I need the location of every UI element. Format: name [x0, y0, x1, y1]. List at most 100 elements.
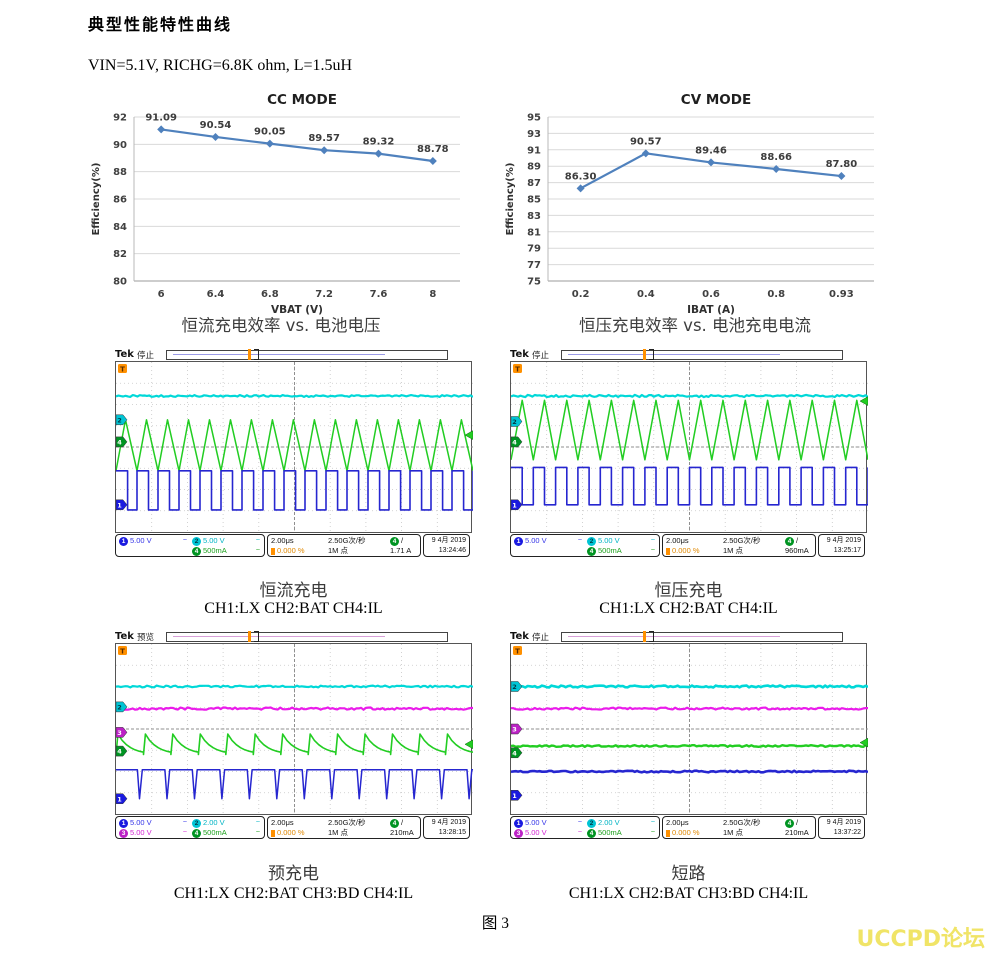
ch2-scale-readout: 2 5.00 V ~	[587, 536, 656, 546]
horizontal-position-value: 0.000 %	[672, 546, 700, 555]
scope-readouts: 1 5.00 V ~2 5.00 V ~4 500mA ~2.00μs 2.50G次/秒 4/0…	[115, 534, 472, 557]
ch4-coupling-icon: ~	[255, 829, 260, 836]
acquisition-status: 停止	[531, 631, 549, 642]
ch4-scale-value: 500mA	[598, 828, 622, 837]
ch4-ground-marker-icon	[116, 745, 128, 757]
svg-text:86.30: 86.30	[565, 171, 597, 182]
ch1-scale-value: 5.00 V	[525, 818, 547, 827]
expansion-bracket-icon	[254, 630, 260, 642]
trigger-slope-icon: /	[796, 818, 799, 827]
horizontal-position-readout: 0.000 %	[666, 546, 723, 556]
svg-text:T: T	[120, 647, 125, 655]
trigger-ch-badge-icon: 4	[785, 536, 794, 546]
waveform-display: T 2 4 1	[116, 362, 473, 532]
horizontal-position-value: 0.000 %	[277, 546, 305, 555]
trigger-flag-icon	[513, 364, 522, 373]
waveform-ch4	[511, 743, 868, 749]
scope-cv-charging: Tek 停止 T 2 4 1 1 5.00 V ~2 5.00 V ~4 500mA ~2.00μs 2.…	[510, 348, 868, 557]
channels-pre-charging: CH1:LX CH2:BAT CH3:BD CH4:IL	[173, 885, 414, 902]
ch2-coupling-icon: ~	[255, 819, 260, 826]
ch4-badge-icon: 4	[192, 828, 201, 838]
svg-text:87: 87	[527, 178, 541, 189]
ch4-scale-readout: 4 500mA ~	[587, 828, 656, 838]
ch1-coupling-icon: ~	[182, 819, 187, 826]
channels-cv-charging: CH1:LX CH2:BAT CH4:IL	[599, 600, 778, 617]
acquisition-record-line	[172, 635, 386, 637]
cc-mode-chart: CC MODE 80 82 84 86 88 90 92 6 6.4 6.8 7.2 7.6 8 VBAT…	[86, 92, 476, 322]
tek-logo: Tek	[115, 349, 134, 360]
ch1-ground-marker-icon	[116, 499, 128, 511]
datetime-readout: 9 4月 2019 13:25:17	[818, 534, 865, 557]
timebase-readout: 2.00μs	[666, 818, 689, 827]
trigger-slope-icon: /	[401, 536, 404, 545]
ch1-scale-readout: 1 5.00 V ~	[119, 818, 188, 828]
acquisition-bar	[560, 348, 843, 360]
svg-text:3: 3	[512, 726, 517, 734]
ch1-ground-marker-icon	[116, 793, 128, 804]
sample-rate-readout: 2.50G次/秒	[723, 818, 761, 827]
trigger-position-marker-icon	[643, 630, 647, 642]
ch1-scale-readout: 1 5.00 V ~	[514, 536, 583, 546]
time-readout: 13:25:17	[833, 547, 861, 554]
waveform-ch1	[511, 769, 868, 774]
svg-text:Efficiency(%): Efficiency(%)	[505, 163, 516, 236]
cv-mode-chart: CV MODE 75 77 79 81 83 85 87 89 91 93 95 0.2 0.4 0.6 0…	[500, 92, 890, 322]
svg-text:87.80: 87.80	[826, 159, 858, 170]
svg-text:4: 4	[512, 439, 517, 447]
ch3-badge-icon: 3	[119, 828, 128, 838]
ch3-ground-marker-icon	[511, 723, 523, 735]
channel-readouts: 1 5.00 V ~2 5.00 V ~4 500mA ~	[115, 534, 265, 557]
svg-text:82: 82	[113, 249, 127, 260]
svg-text:T: T	[120, 365, 125, 373]
time-readout: 13:37:22	[833, 829, 861, 836]
cc-mode-plot: 80 82 84 86 88 90 92 6 6.4 6.8 7.2 7.6 8 VBAT (V) Effi…	[91, 112, 460, 316]
ch3-scale-value: 5.00 V	[525, 828, 547, 837]
ch2-scale-value: 5.00 V	[203, 536, 225, 545]
waveform-ch1	[511, 466, 868, 506]
horizontal-position-value: 0.000 %	[672, 828, 700, 837]
trigger-level-readout: 210mA	[785, 828, 809, 837]
svg-text:88: 88	[113, 167, 127, 178]
ch4-ground-marker-icon	[511, 436, 523, 448]
svg-text:93: 93	[527, 129, 541, 140]
datetime-readout: 9 4月 2019 13:37:22	[818, 816, 865, 839]
acquisition-record-line	[172, 353, 386, 355]
ch4-ground-marker-icon	[511, 747, 523, 759]
svg-text:T: T	[515, 647, 520, 655]
svg-text:83: 83	[527, 211, 541, 222]
ch2-scale-value: 5.00 V	[598, 536, 620, 545]
svg-text:95: 95	[527, 113, 541, 124]
trigger-ch-badge-icon: 4	[785, 818, 794, 828]
ch2-scale-readout: 2 2.00 V ~	[192, 818, 261, 828]
acquisition-bar	[165, 630, 448, 642]
ch1-ground-marker-icon	[511, 790, 523, 801]
ch1-scale-value: 5.00 V	[525, 536, 547, 545]
ch3-scale-readout: 3 5.00 V ~	[119, 828, 188, 838]
svg-text:4: 4	[512, 749, 517, 757]
trigger-level-arrow-icon	[464, 430, 473, 440]
ch4-scale-value: 500mA	[598, 546, 622, 555]
record-length-readout: 1M 点	[328, 546, 349, 555]
scope-cc-charging: Tek 停止 T 2 4 1 1 5.00 V ~2 5.00 V ~4 500mA ~2.00μs 2.…	[115, 348, 473, 557]
date-readout: 9 4月 2019	[826, 819, 861, 826]
waveform-ch2	[116, 684, 473, 689]
trigger-slope-icon: /	[401, 818, 404, 827]
horizontal-trigger-readout: 2.00μs 2.50G次/秒 4/0.000 % 1M 点 210mA	[267, 816, 421, 839]
record-length-readout: 1M 点	[328, 828, 349, 837]
ch2-ground-marker-icon	[116, 414, 128, 426]
svg-text:1: 1	[117, 501, 122, 509]
acquisition-status: 预览	[136, 631, 154, 642]
waveform-ch2	[511, 393, 868, 399]
scope-readouts: 1 5.00 V ~2 2.00 V ~3 5.00 V ~4 500mA ~2.00μs 2.5…	[115, 816, 472, 839]
svg-text:3: 3	[117, 729, 122, 737]
svg-text:4: 4	[117, 439, 122, 447]
svg-text:2: 2	[117, 704, 122, 712]
trigger-source-readout: 4/	[785, 818, 812, 828]
timebase-readout: 2.00μs	[271, 818, 294, 827]
horizontal-trigger-readout: 2.00μs 2.50G次/秒 4/0.000 % 1M 点 210mA	[662, 816, 816, 839]
trigger-level-readout: 960mA	[785, 546, 809, 555]
position-marker-icon	[271, 829, 275, 837]
trigger-slope-icon: /	[796, 536, 799, 545]
date-readout: 9 4月 2019	[826, 537, 861, 544]
ch2-ground-marker-icon	[511, 681, 523, 692]
